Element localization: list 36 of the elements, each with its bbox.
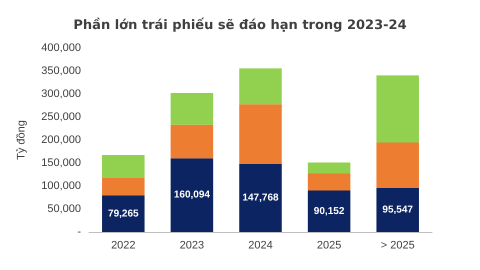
y-tick-label: 200,000: [41, 134, 81, 146]
y-tick-label: 400,000: [41, 42, 81, 54]
y-tick-label: 100,000: [41, 180, 81, 192]
x-tick-label: 2024: [248, 240, 273, 252]
data-label: 79,265: [108, 208, 140, 220]
bar: [308, 190, 350, 232]
bar: [170, 158, 214, 232]
data-label: 160,094: [174, 190, 210, 201]
y-tick-label: 150,000: [41, 157, 81, 169]
data-label: 90,152: [314, 206, 345, 217]
x-tick-label: 2025: [316, 240, 342, 252]
bar: [376, 142, 419, 188]
y-tick-label: 250,000: [41, 111, 81, 123]
bar: [102, 155, 145, 178]
bar: [239, 68, 282, 104]
y-tick-label: -: [77, 226, 82, 238]
y-axis-title: Tỷ đồng: [16, 120, 28, 160]
bar: [170, 124, 214, 158]
x-tick-label: > 2025: [380, 240, 415, 252]
bar: [102, 178, 145, 196]
y-tick-label: 50,000: [47, 203, 81, 215]
bar: [102, 196, 145, 232]
y-tick-label: 300,000: [41, 88, 81, 100]
x-tick-label: 2023: [180, 240, 204, 252]
bar: [170, 93, 214, 125]
x-tick-label: 2022: [111, 240, 136, 252]
data-label: 95,547: [382, 204, 414, 216]
bar: [239, 104, 282, 164]
bar: [239, 164, 282, 232]
bar: [308, 162, 350, 174]
bar: [308, 174, 350, 191]
bar: [376, 188, 419, 232]
y-tick-label: 350,000: [41, 65, 81, 77]
data-label: 147,768: [242, 192, 280, 204]
chart-title: Phần lớn trái phiếu sẽ đáo hạn trong 2023-24: [73, 17, 407, 33]
bar: [376, 75, 419, 143]
